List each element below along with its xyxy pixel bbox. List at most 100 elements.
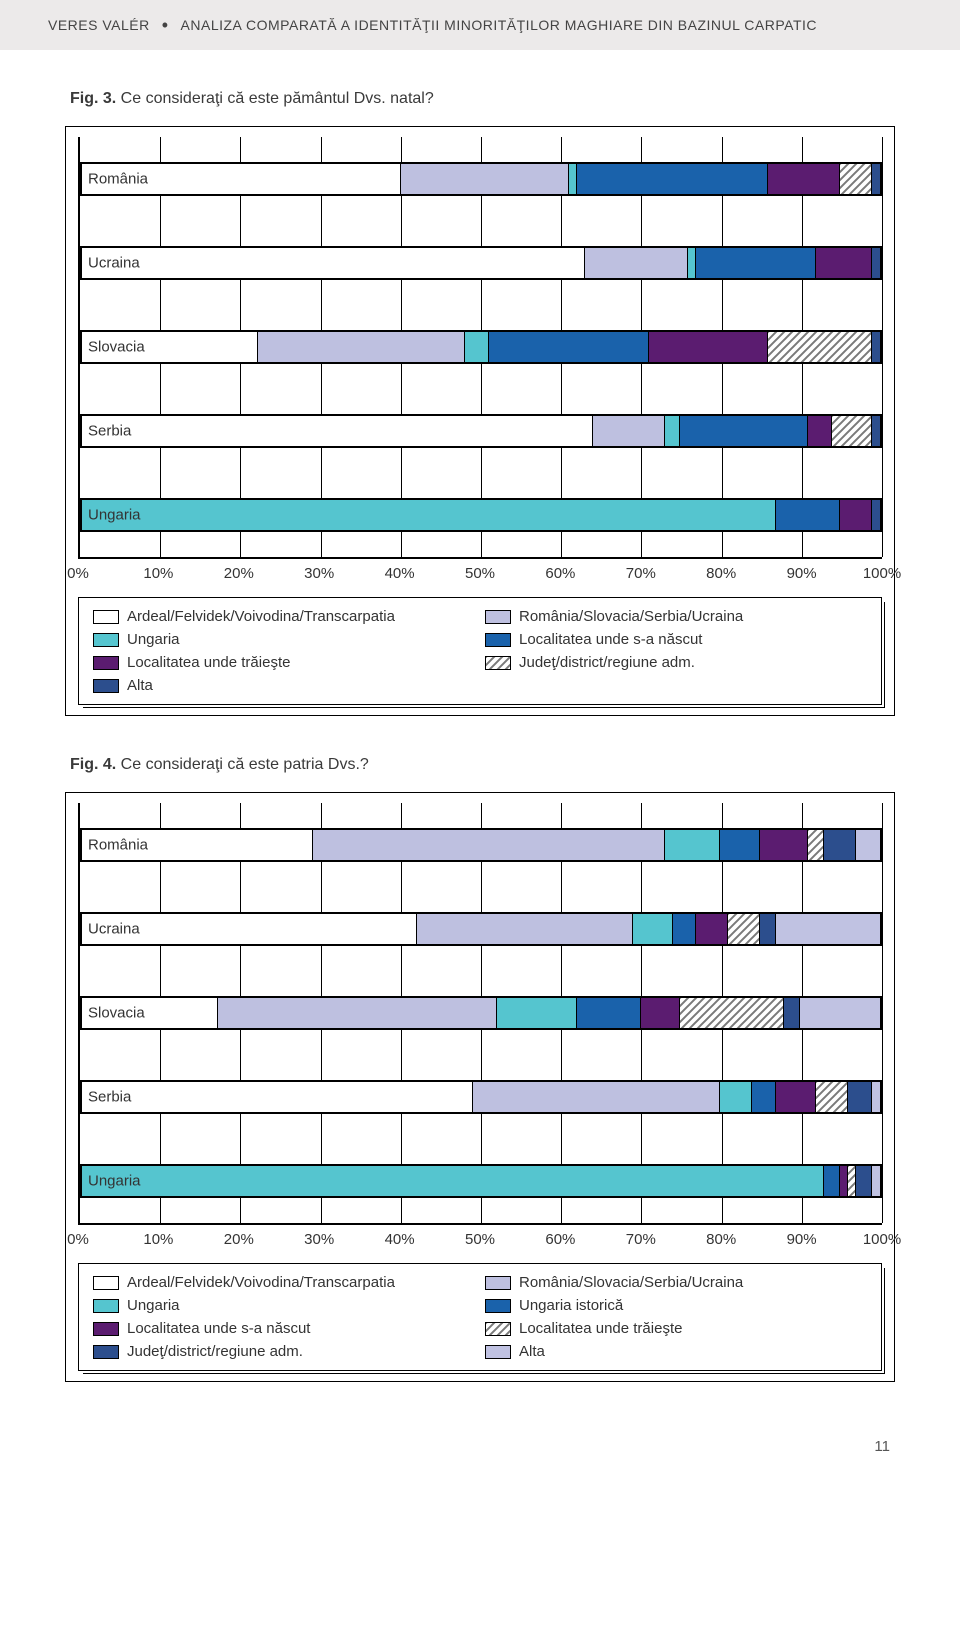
fig3-xaxis: 0%10%20%30%40%50%60%70%80%90%100% (78, 561, 882, 585)
legend-swatch (485, 1276, 511, 1290)
bar-segment (752, 1082, 776, 1112)
xaxis-tick-label: 10% (143, 1231, 173, 1248)
bar-row: România (80, 803, 882, 887)
fig3-legend-grid: Ardeal/Felvidek/Voivodina/Transcarpatia R… (93, 608, 867, 694)
bar-segment (258, 332, 465, 362)
xaxis-tick-label: 40% (385, 1231, 415, 1248)
legend-item: Localitatea unde trăieşte (93, 654, 475, 671)
bar-segment (82, 500, 776, 530)
page-number: 11 (0, 1438, 890, 1455)
category-label: Ungaria (88, 507, 141, 524)
bar-segment (218, 998, 497, 1028)
fig4-chart: România Ucraina SlovaciaSerbia Ungaria 0% 10… (65, 792, 895, 1382)
bar-row: Slovacia (80, 971, 882, 1055)
legend-swatch (485, 1322, 511, 1336)
bar-segment (633, 914, 673, 944)
legend-label: Alta (127, 677, 153, 694)
header-author: VERES VALÉR (48, 17, 150, 33)
category-label: Ungaria (88, 1173, 141, 1190)
bar-track (80, 1164, 882, 1198)
stacked-bar (80, 828, 882, 862)
bar-segment (720, 830, 760, 860)
legend-label: Alta (519, 1343, 545, 1360)
xaxis-tick-label: 80% (706, 565, 736, 582)
xaxis-tick-label: 0% (67, 1231, 89, 1248)
legend-swatch (485, 656, 511, 670)
bar-segment (856, 830, 880, 860)
bar-segment (401, 164, 569, 194)
bar-segment (665, 830, 721, 860)
bar-row: România (80, 137, 882, 221)
bar-row: Serbia (80, 1055, 882, 1139)
legend-label: Judeţ/district/regiune adm. (519, 654, 695, 671)
bar-segment (768, 164, 840, 194)
legend-swatch (93, 1276, 119, 1290)
bar-segment (776, 914, 880, 944)
bar-segment (569, 164, 577, 194)
bar-segment (824, 830, 856, 860)
xaxis-tick-label: 0% (67, 565, 89, 582)
bar-track (80, 996, 882, 1030)
fig4-caption-bold: Fig. 4. (70, 756, 116, 773)
legend-label: Ungaria (127, 1297, 180, 1314)
xaxis-tick-label: 50% (465, 1231, 495, 1248)
xaxis-tick-label: 60% (545, 565, 575, 582)
stacked-bar (80, 996, 882, 1030)
xaxis-tick-label: 80% (706, 1231, 736, 1248)
xaxis-tick-label: 90% (787, 565, 817, 582)
xaxis-tick-label: 30% (304, 1231, 334, 1248)
bar-track (80, 162, 882, 196)
legend-item: România/Slovacia/Serbia/Ucraina (485, 1274, 867, 1291)
header-separator: • (162, 16, 169, 34)
bar-row: Ucraina (80, 887, 882, 971)
bar-segment (497, 998, 577, 1028)
stacked-bar (80, 1164, 882, 1198)
bar-track (80, 330, 882, 364)
bar-segment (768, 332, 872, 362)
bar-segment (696, 248, 816, 278)
xaxis-tick-label: 50% (465, 565, 495, 582)
legend-swatch (93, 679, 119, 693)
bar-row: Ucraina (80, 221, 882, 305)
legend-swatch (485, 1299, 511, 1313)
legend-label: Ardeal/Felvidek/Voivodina/Transcarpatia (127, 608, 395, 625)
category-label: Ucraina (88, 921, 140, 938)
legend-label: Ardeal/Felvidek/Voivodina/Transcarpatia (127, 1274, 395, 1291)
legend-item: Ardeal/Felvidek/Voivodina/Transcarpatia (93, 1274, 475, 1291)
stacked-bar (80, 912, 882, 946)
legend-item: Ungaria istorică (485, 1297, 867, 1314)
xaxis-tick-label: 100% (863, 565, 901, 582)
bar-segment (696, 914, 728, 944)
bar-segment (688, 248, 696, 278)
stacked-bar (80, 162, 882, 196)
bar-segment (673, 914, 697, 944)
fig3-caption-text: Ce consideraţi că este pământul Dvs. nat… (116, 90, 434, 107)
legend-label: Judeţ/district/regiune adm. (127, 1343, 303, 1360)
bar-segment (776, 500, 840, 530)
legend-item: Localitatea unde s-a născut (485, 631, 867, 648)
legend-swatch (485, 610, 511, 624)
bar-segment (840, 164, 872, 194)
bar-row: Serbia (80, 389, 882, 473)
legend-swatch (485, 1345, 511, 1359)
legend-label: Localitatea unde s-a născut (127, 1320, 310, 1337)
legend-item: Localitatea unde trăieşte (485, 1320, 867, 1337)
bar-segment (848, 1166, 856, 1196)
bar-segment (872, 164, 880, 194)
stacked-bar (80, 1080, 882, 1114)
bar-segment (872, 1082, 880, 1112)
fig4-caption: Fig. 4. Ce consideraţi că este patria Dv… (70, 756, 890, 774)
legend-label: România/Slovacia/Serbia/Ucraina (519, 608, 743, 625)
bar-track (80, 912, 882, 946)
legend-label: Localitatea unde s-a născut (519, 631, 702, 648)
fig4-legend: Ardeal/Felvidek/Voivodina/Transcarpatia R… (78, 1263, 882, 1371)
legend-item: Ardeal/Felvidek/Voivodina/Transcarpatia (93, 608, 475, 625)
bar-segment (776, 1082, 816, 1112)
bar-segment (82, 1166, 824, 1196)
bar-segment (872, 248, 880, 278)
bar-segment (840, 1166, 848, 1196)
bar-segment (665, 416, 681, 446)
xaxis-tick-label: 10% (143, 565, 173, 582)
bar-segment (872, 332, 880, 362)
fig4-legend-grid: Ardeal/Felvidek/Voivodina/Transcarpatia R… (93, 1274, 867, 1360)
